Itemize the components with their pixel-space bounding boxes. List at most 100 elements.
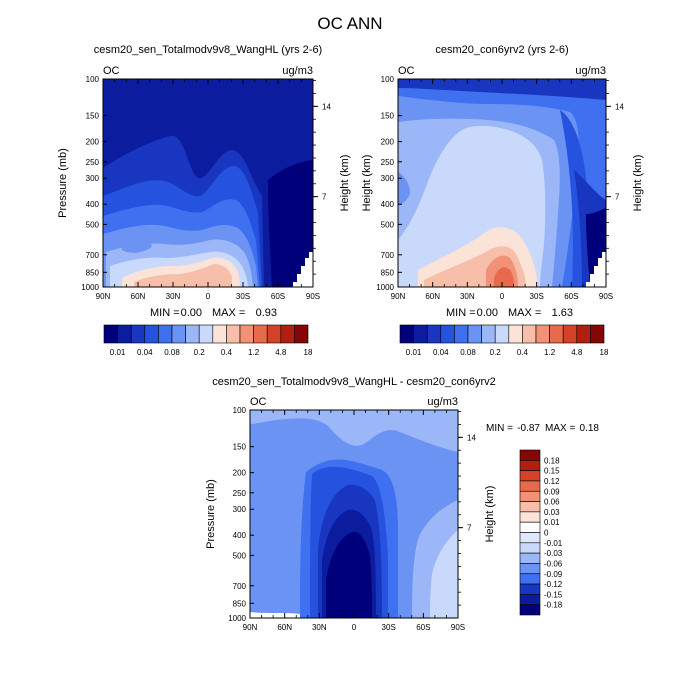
lat-tick-label: 30S [236, 292, 250, 301]
colorbar-label: 18 [600, 348, 609, 357]
lat-tick-label: 30S [382, 623, 396, 632]
pressure-tick-label: 500 [233, 551, 247, 560]
lat-tick-label: 90S [306, 292, 320, 301]
panel-1-max-value: 0.93 [256, 307, 277, 319]
p3-fill-3 [430, 530, 458, 618]
lat-tick-label: 90S [451, 623, 465, 632]
p1-fill-10 [268, 160, 313, 287]
colorbar-label: 1.2 [248, 348, 260, 357]
colorbar-label: -0.12 [544, 580, 563, 589]
lat-tick-label: 0 [352, 623, 357, 632]
pressure-tick-label: 400 [233, 531, 247, 540]
colorbar-swatch [519, 480, 541, 492]
colorbar-label: 0.01 [110, 348, 126, 357]
colorbar-swatch [519, 490, 541, 502]
colorbar-label: 0.18 [544, 456, 560, 465]
colorbar-label: 1.2 [544, 348, 556, 357]
panel-1-contour-field [103, 79, 313, 287]
p1-fill-9 [121, 242, 152, 253]
figure-title: OC ANN [317, 14, 382, 33]
height-tick-label: 14 [467, 433, 476, 442]
colorbar-swatch [212, 324, 227, 344]
panel-3-colorbar: 0.180.150.120.090.060.030.010-0.01-0.03-… [519, 449, 563, 616]
lat-tick-label: 60N [425, 292, 440, 301]
lat-tick-label: 60S [271, 292, 285, 301]
colorbar-swatch [519, 542, 541, 554]
pressure-tick-label: 200 [233, 469, 247, 478]
panel-3-min-value: -0.87 [517, 423, 540, 434]
colorbar-swatch [130, 324, 146, 344]
colorbar-swatch [549, 324, 564, 344]
colorbar-swatch [519, 511, 541, 523]
colorbar-label: 4.8 [571, 348, 583, 357]
panel-3-ylabel-right: Height (km) [484, 486, 496, 543]
p3-fill-9 [250, 612, 300, 618]
p2-fill-14 [586, 252, 606, 287]
colorbar-label: 0.4 [517, 348, 529, 357]
panel-3: cesm20_sen_Totalmodv9v8_WangHL - cesm20_… [205, 376, 599, 632]
panel-2-ticks: 100 150 200 250 300 400 500 700 850 1000 14 7 90N 60N… [376, 75, 624, 301]
p2-fill-1 [398, 79, 606, 100]
lat-tick-label: 90N [243, 623, 258, 632]
lat-tick-label: 60N [131, 292, 146, 301]
colorbar-swatch [294, 324, 309, 344]
panel-1-units-label: ug/m3 [282, 65, 313, 77]
panel-3-ticks: 100 150 200 250 300 400 500 700 850 1000 14 7 90N 60N… [228, 406, 476, 632]
colorbar-label: 0.2 [490, 348, 502, 357]
pressure-tick-label: 100 [233, 406, 247, 415]
colorbar-swatch [239, 324, 254, 344]
colorbar-label: 0.01 [406, 348, 422, 357]
pressure-tick-label: 400 [381, 200, 395, 209]
panel-2-ylabel: Height (km) [361, 155, 373, 212]
colorbar-label: 0.08 [460, 348, 476, 357]
pressure-tick-label: 250 [381, 158, 395, 167]
colorbar-swatch [413, 324, 428, 344]
pressure-tick-label: 500 [381, 220, 395, 229]
pressure-tick-label: 1000 [228, 614, 246, 623]
colorbar-label: 0.03 [544, 508, 560, 517]
colorbar-swatch [519, 532, 541, 544]
lat-tick-label: 90S [599, 292, 613, 301]
colorbar-swatch [280, 324, 295, 344]
pressure-tick-label: 700 [233, 582, 247, 591]
colorbar-label: -0.15 [544, 590, 563, 599]
panel-3-title: cesm20_sen_Totalmodv9v8_WangHL - cesm20_… [212, 376, 496, 388]
p1-fill-8 [134, 264, 232, 287]
lat-tick-label: 30S [530, 292, 544, 301]
panel-2-stats: MIN = 0.00 MAX = 1.63 [446, 307, 573, 319]
colorbar-swatch [103, 324, 118, 344]
colorbar-swatch [198, 324, 214, 344]
panel-3-contour-field [250, 410, 458, 618]
panel-1-stats: MIN = 0.00 MAX = 0.93 [150, 307, 277, 319]
colorbar-swatch [519, 460, 541, 471]
pressure-tick-label: 250 [86, 158, 100, 167]
height-tick-label: 7 [322, 193, 327, 202]
colorbar-label: 0.2 [194, 348, 206, 357]
p1-fill-11 [293, 252, 313, 287]
colorbar-swatch [185, 324, 200, 344]
panel-1-max-label: MAX = [212, 307, 245, 319]
colorbar-label: -0.18 [544, 601, 563, 610]
panel-1-var-label: OC [103, 65, 120, 77]
colorbar-swatch [519, 573, 541, 585]
p3-fill-8 [326, 531, 372, 618]
colorbar-swatch [519, 470, 541, 482]
colorbar-swatch [171, 324, 186, 344]
colorbar-swatch [253, 324, 268, 344]
pressure-tick-label: 200 [381, 138, 395, 147]
panel-3-min-label: MIN = [486, 423, 513, 434]
colorbar-label: 0.04 [433, 348, 449, 357]
panel-2-title: cesm20_con6yrv2 (yrs 2-6) [435, 44, 568, 56]
colorbar-swatch [590, 324, 605, 344]
colorbar-swatch [522, 324, 537, 344]
colorbar-swatch [399, 324, 414, 344]
colorbar-swatch [454, 324, 469, 344]
colorbar-label: 0.4 [221, 348, 233, 357]
pressure-tick-label: 200 [86, 138, 100, 147]
colorbar-swatch [519, 594, 541, 605]
p2-fill-10 [494, 267, 514, 287]
panel-2-units-label: ug/m3 [575, 65, 606, 77]
pressure-tick-label: 850 [233, 599, 247, 608]
colorbar-swatch [519, 449, 541, 461]
colorbar-label: 4.8 [275, 348, 287, 357]
